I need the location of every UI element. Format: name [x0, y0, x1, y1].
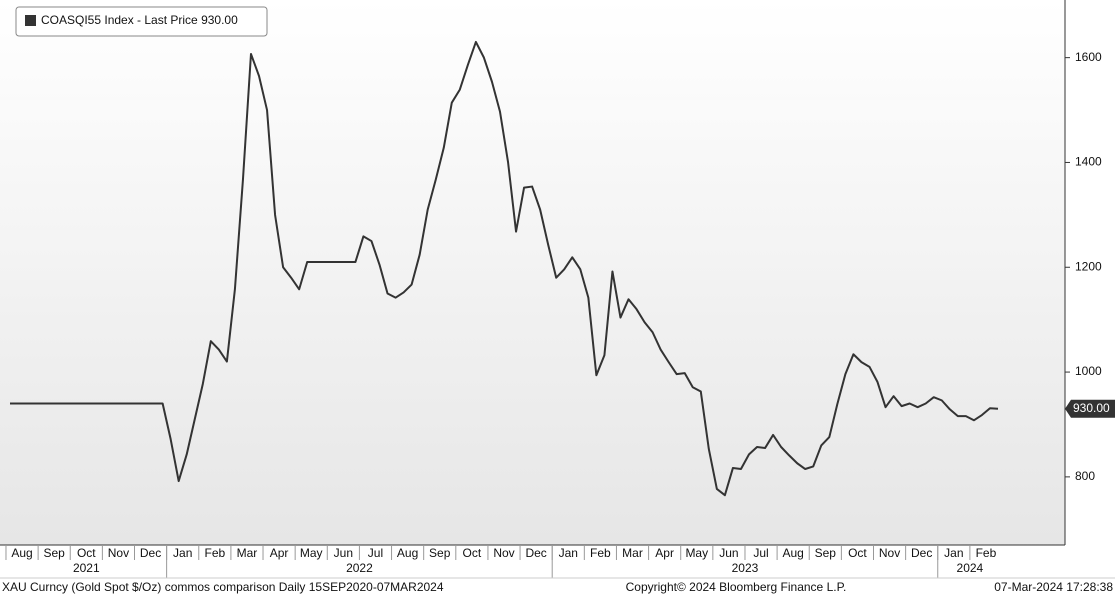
x-tick-label: Jun [334, 546, 353, 560]
x-tick-label: Nov [879, 546, 900, 560]
year-label: 2024 [957, 561, 984, 575]
x-tick-label: Mar [622, 546, 643, 560]
x-tick-label: Aug [782, 546, 803, 560]
x-tick-label: Jul [368, 546, 383, 560]
x-tick-label: Oct [848, 546, 867, 560]
x-tick-label: Dec [911, 546, 932, 560]
x-tick-label: Jan [559, 546, 578, 560]
x-tick-label: Dec [140, 546, 161, 560]
x-tick-label: Jan [944, 546, 963, 560]
x-tick-label: Aug [397, 546, 418, 560]
x-tick-label: Feb [204, 546, 225, 560]
last-price-label: 930.00 [1073, 401, 1110, 415]
x-tick-label: Oct [77, 546, 96, 560]
last-price-tag [1065, 399, 1115, 418]
legend: COASQI55 Index - Last Price 930.00 [15, 6, 268, 37]
x-tick-label: Sep [43, 546, 65, 560]
x-tick-label: May [685, 546, 708, 560]
year-label: 2022 [346, 561, 373, 575]
footer-center: Copyright© 2024 Bloomberg Finance L.P. [626, 580, 847, 594]
x-tick-label: Oct [463, 546, 482, 560]
y-tick-label: 1000 [1075, 364, 1102, 378]
x-tick-label: Mar [237, 546, 258, 560]
year-label: 2023 [732, 561, 759, 575]
x-tick-label: Jul [753, 546, 768, 560]
x-tick-label: Nov [108, 546, 129, 560]
x-tick-label: Dec [525, 546, 546, 560]
footer-left: XAU Curncy (Gold Spot $/Oz) commos compa… [2, 580, 444, 594]
y-tick-label: 1200 [1075, 259, 1102, 273]
legend-label: COASQI55 Index - Last Price 930.00 [41, 13, 238, 27]
x-tick-label: Feb [976, 546, 997, 560]
y-tick-label: 1400 [1075, 155, 1102, 169]
x-tick-label: Apr [270, 546, 289, 560]
x-tick-label: Jun [719, 546, 738, 560]
y-tick-label: 800 [1075, 469, 1095, 483]
x-tick-label: Nov [493, 546, 514, 560]
x-tick-label: Aug [11, 546, 32, 560]
legend-box [15, 6, 268, 37]
x-tick-label: Sep [815, 546, 837, 560]
x-tick-label: Apr [655, 546, 674, 560]
y-tick-label: 1600 [1075, 50, 1102, 64]
series-line [10, 40, 999, 497]
footer-right: 07-Mar-2024 17:28:38 [994, 580, 1113, 594]
x-tick-label: Sep [429, 546, 451, 560]
plot-area [0, 0, 1065, 545]
x-tick-label: Jan [173, 546, 192, 560]
x-tick-label: May [300, 546, 323, 560]
year-label: 2021 [73, 561, 100, 575]
x-tick-label: Feb [590, 546, 611, 560]
legend-swatch [25, 15, 36, 26]
